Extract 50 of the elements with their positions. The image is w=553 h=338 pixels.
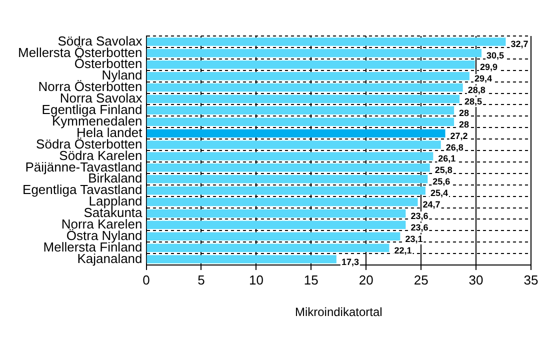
x-tick-label: 0 bbox=[142, 272, 150, 288]
data-label: 28 bbox=[459, 108, 470, 118]
x-tick-label: 25 bbox=[414, 272, 428, 288]
data-label: 17,3 bbox=[341, 256, 359, 267]
data-label: 24,7 bbox=[422, 200, 440, 210]
data-label: 25,6 bbox=[432, 176, 450, 187]
bar bbox=[146, 72, 470, 80]
x-axis-title: Mikroindikatortal bbox=[294, 305, 382, 320]
x-tick-label: 10 bbox=[248, 272, 264, 288]
bar bbox=[146, 83, 463, 92]
bar bbox=[146, 220, 406, 230]
data-label: 28 bbox=[459, 119, 470, 130]
data-label: 26,1 bbox=[438, 154, 456, 164]
data-label: 27,2 bbox=[450, 130, 468, 141]
data-label: 28,5 bbox=[464, 96, 482, 106]
bar bbox=[146, 152, 434, 160]
y-tick-label: Kajanaland bbox=[77, 250, 142, 266]
x-tick-label: 35 bbox=[524, 272, 538, 288]
data-label: 25,4 bbox=[430, 188, 448, 198]
bar bbox=[146, 232, 400, 240]
data-label: 22,1 bbox=[394, 245, 412, 256]
bar bbox=[146, 164, 430, 172]
data-label: 26,8 bbox=[446, 142, 464, 152]
data-label: 23,6 bbox=[410, 222, 428, 232]
data-label: 23,6 bbox=[410, 210, 428, 221]
bar bbox=[146, 209, 406, 218]
bar bbox=[146, 60, 475, 69]
data-label: 29,9 bbox=[480, 62, 498, 72]
data-label: 28,8 bbox=[468, 85, 486, 96]
x-tick-label: 15 bbox=[304, 272, 318, 288]
data-label: 25,8 bbox=[434, 165, 452, 176]
bar bbox=[146, 118, 454, 126]
bar bbox=[146, 129, 446, 138]
bar bbox=[146, 106, 454, 115]
bar bbox=[146, 186, 426, 195]
bar bbox=[146, 198, 418, 206]
bar bbox=[146, 38, 506, 46]
x-tick-label: 20 bbox=[358, 272, 374, 288]
bar bbox=[146, 255, 336, 264]
data-label: 30,5 bbox=[486, 50, 504, 61]
data-label: 23,1 bbox=[405, 234, 423, 244]
bar bbox=[146, 94, 460, 104]
x-tick-label: 30 bbox=[468, 272, 484, 288]
data-label: 32,7 bbox=[510, 39, 528, 50]
bar bbox=[146, 49, 482, 58]
data-label: 29,4 bbox=[474, 74, 492, 84]
x-tick-label: 5 bbox=[198, 272, 205, 288]
bar bbox=[146, 244, 390, 252]
bar bbox=[146, 140, 441, 149]
bar bbox=[146, 175, 428, 184]
